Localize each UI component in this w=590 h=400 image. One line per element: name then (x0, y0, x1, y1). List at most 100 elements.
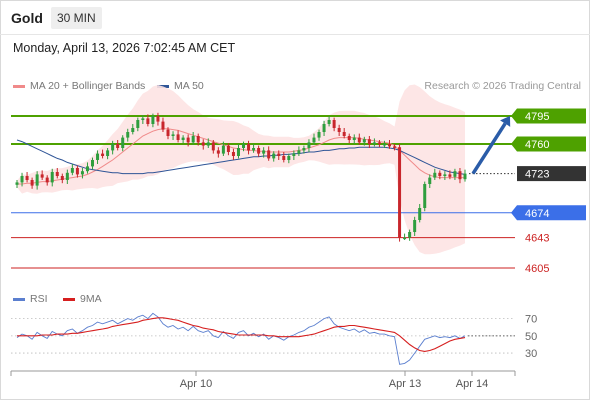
candle-body (428, 177, 432, 184)
candle-body (262, 150, 266, 154)
candle-body (116, 144, 120, 148)
legend-9ma: 9MA (63, 293, 102, 305)
candle-body (85, 166, 89, 172)
x-tick-label: Apr 14 (456, 378, 488, 390)
candle-body (398, 147, 402, 238)
candle-body (191, 136, 195, 143)
candle-body (101, 153, 105, 156)
candle-body (287, 156, 291, 160)
candle-body (337, 128, 341, 132)
ma20-line (17, 128, 465, 185)
candle-body (393, 146, 397, 148)
candle-body (267, 150, 271, 159)
candle-body (242, 144, 246, 148)
candle-body (186, 137, 190, 143)
timeframe-button[interactable]: 30 MIN (51, 7, 102, 29)
candle-body (221, 145, 225, 154)
instrument-title: Gold (11, 10, 43, 26)
candle-body (181, 137, 185, 140)
candle-body (332, 120, 336, 128)
candle-body (55, 172, 59, 176)
candle-body (408, 232, 412, 238)
candle-body (111, 144, 115, 151)
candle-body (106, 150, 110, 156)
ma50-swatch (157, 84, 169, 88)
legend-ma50-label: MA 50 (174, 80, 204, 92)
candle-body (272, 153, 276, 159)
candle-body (25, 176, 29, 180)
candle-body (136, 120, 140, 128)
candle-body (438, 172, 442, 176)
legend-rsi: RSI (13, 293, 48, 305)
candle-body (403, 237, 407, 240)
candle-body (211, 142, 215, 151)
candle-body (15, 182, 19, 185)
candle-body (448, 174, 452, 177)
legend-ma50: MA 50 (157, 80, 204, 92)
legend-ma20-label: MA 20 + Bollinger Bands (30, 80, 146, 92)
level-label-4643: 4643 (525, 233, 549, 245)
x-tick-label: Apr 13 (389, 378, 421, 390)
candle-body (377, 142, 381, 144)
candle-body (121, 137, 125, 148)
bollinger-band (17, 84, 465, 255)
ma20-swatch (13, 84, 25, 88)
candle-body (96, 153, 100, 160)
candle-body (80, 171, 84, 175)
candle-body (463, 173, 467, 180)
candle-body (151, 116, 155, 124)
level-tag-4723 (517, 166, 586, 182)
candle-body (126, 132, 130, 138)
forecast-arrow-shaft (471, 122, 507, 175)
candle-body (40, 174, 44, 178)
candle-body (362, 139, 366, 143)
legend-ma20: MA 20 + Bollinger Bands (13, 80, 145, 92)
candle-body (312, 137, 316, 143)
candle-body (156, 116, 160, 122)
rsi-tick-50: 50 (525, 331, 537, 343)
candle-body (171, 134, 175, 136)
candle-body (357, 137, 361, 143)
candle-body (443, 174, 447, 176)
candle-body (257, 148, 261, 154)
candle-body (342, 132, 346, 136)
candle-body (433, 172, 437, 178)
candle-body (226, 145, 230, 152)
level-label-4795: 4795 (525, 111, 549, 123)
candle-body (65, 172, 69, 180)
level-tag-4795 (511, 108, 586, 124)
candle-body (75, 168, 79, 175)
rsi-line (16, 312, 466, 365)
candle-body (146, 118, 150, 124)
candle-body (252, 148, 256, 151)
candle-body (141, 118, 145, 120)
rsi-swatch (13, 297, 25, 301)
candle-body (282, 156, 286, 160)
candle-body (322, 124, 326, 132)
candle-body (231, 152, 235, 156)
candle-body (302, 148, 306, 151)
candle-body (352, 137, 356, 140)
credit-label: Research © 2026 Trading Central (424, 80, 581, 92)
candle-body (382, 144, 386, 146)
header-divider (0, 34, 590, 35)
candle-body (236, 148, 240, 156)
rsi-9ma-line (17, 317, 466, 352)
candle-body (453, 171, 457, 177)
legend-rsi-label: RSI (30, 293, 48, 305)
candle-body (176, 134, 180, 140)
ma50-line (16, 139, 466, 175)
rsi-tick-30: 30 (525, 348, 537, 360)
level-label-4723: 4723 (525, 169, 549, 181)
candle-body (20, 176, 24, 183)
candle-body (35, 174, 39, 186)
candle-body (418, 208, 422, 220)
level-tag-4760 (511, 136, 586, 152)
candle-body (423, 184, 427, 208)
legend-9ma-label: 9MA (80, 293, 102, 305)
ma9-swatch (63, 297, 75, 301)
candle-body (292, 153, 296, 156)
candle-body (161, 121, 165, 130)
candle-body (372, 142, 376, 144)
